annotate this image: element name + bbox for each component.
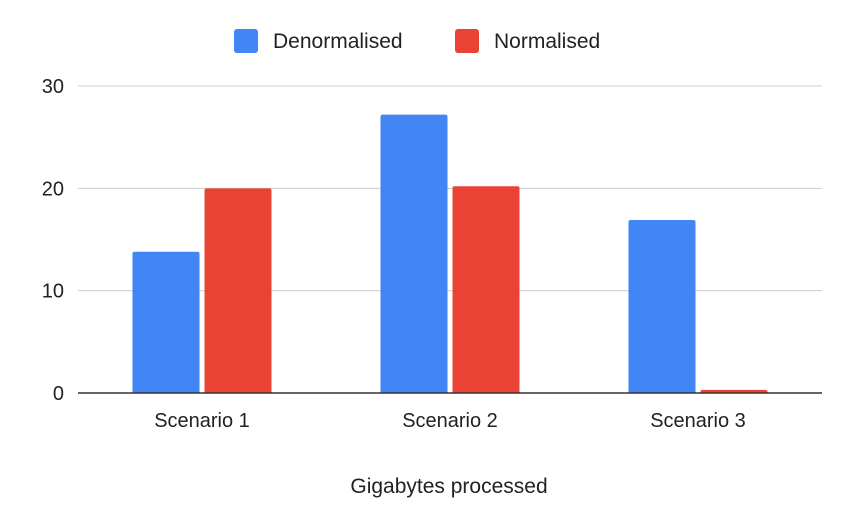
x-axis-ticks: Scenario 1 Scenario 2 Scenario 3 xyxy=(154,410,746,432)
legend-swatch-normalised xyxy=(455,29,479,53)
bar-denormalised-scenario-3 xyxy=(628,220,696,393)
y-tick-label: 0 xyxy=(53,383,64,405)
x-axis-title: Gigabytes processed xyxy=(350,475,547,498)
legend: Denormalised Normalised xyxy=(234,29,600,53)
legend-label-normalised: Normalised xyxy=(494,30,600,53)
y-tick-label: 30 xyxy=(42,76,64,98)
legend-label-denormalised: Denormalised xyxy=(273,30,403,53)
y-axis-ticks: 0 10 20 30 xyxy=(42,76,64,405)
bar-denormalised-scenario-2 xyxy=(380,114,448,394)
legend-swatch-denormalised xyxy=(234,29,258,53)
x-tick-label: Scenario 2 xyxy=(402,410,498,432)
x-tick-label: Scenario 3 xyxy=(650,410,746,432)
bars xyxy=(132,114,768,394)
x-tick-label: Scenario 1 xyxy=(154,410,250,432)
y-tick-label: 20 xyxy=(42,178,64,200)
bar-normalised-scenario-2 xyxy=(452,186,520,393)
bar-normalised-scenario-1 xyxy=(204,188,272,393)
y-tick-label: 10 xyxy=(42,281,64,303)
gridlines xyxy=(78,85,822,292)
bar-normalised-scenario-3 xyxy=(700,389,768,393)
bar-denormalised-scenario-1 xyxy=(132,251,200,393)
